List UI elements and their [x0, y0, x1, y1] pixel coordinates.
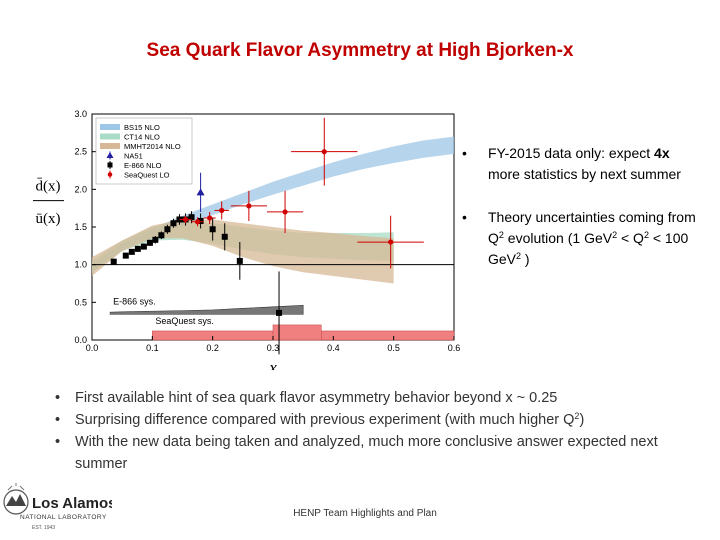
legend-label: E-866 NLO	[124, 161, 162, 170]
seaquest-lo-point	[207, 215, 213, 221]
seaquest-lo-point	[194, 219, 201, 225]
legend-label: MMHT2014 NLO	[124, 142, 181, 151]
bottom-bullet-1: • First available hint of sea quark flav…	[55, 387, 705, 409]
e-866-nlo-point	[164, 226, 171, 233]
seaquest-lo-point	[282, 209, 288, 215]
seaquest-lo-point	[246, 203, 252, 209]
band-mmht2014-nlo	[92, 219, 394, 284]
legend-label: NA51	[124, 152, 143, 161]
logo-wordmark: Los Alamos	[32, 495, 112, 512]
x-tick-label: 0.5	[387, 343, 400, 353]
right-bullet-2: • Theory uncertainties coming from Q2 ev…	[462, 209, 696, 267]
y-tick-label: 3.0	[74, 109, 87, 119]
e-866-nlo-point	[209, 226, 216, 233]
seaquest-lo-point	[219, 207, 225, 214]
seaquest-lo-point	[182, 216, 189, 223]
e-866-nlo-point	[170, 220, 177, 227]
x-tick-label: 0.3	[267, 343, 280, 353]
e-866-nlo-point	[140, 243, 147, 250]
e866-sys-label: E-866 sys.	[113, 297, 156, 307]
bullet-dot: •	[55, 434, 61, 450]
e-866-nlo-point	[134, 245, 141, 252]
e-866-nlo-point	[197, 217, 204, 224]
na51-point	[196, 188, 205, 196]
asymmetry-chart: E-866 sys. SeaQuest sys. 0.0 0.1 0.2 0.3 0.4 0.…	[33, 109, 460, 370]
e-866-nlo-point	[236, 257, 243, 264]
bottom-bullet-3: • With the new data being taken and anal…	[55, 431, 705, 475]
y-tick-label: 1.0	[74, 260, 87, 270]
bullet-dot: •	[462, 209, 467, 225]
slide-footer: HENP Team Highlights and Plan	[293, 508, 437, 519]
slide-title: Sea Quark Flavor Asymmetry at High Bjork…	[146, 40, 574, 61]
bullet-dot: •	[55, 412, 61, 428]
e-866-nlo-point	[221, 233, 228, 240]
legend-label: BS15 NLO	[124, 123, 160, 132]
e866-sys-band	[109, 305, 304, 315]
los-alamos-logo: Los Alamos NATIONAL LABORATORY EST. 1943	[3, 483, 112, 531]
y-tick-label: 1.5	[74, 222, 87, 232]
legend-swatch	[107, 172, 113, 177]
e-866-nlo-point	[122, 252, 129, 259]
e-866-nlo-point	[152, 236, 159, 243]
e-866-nlo-point	[128, 248, 135, 255]
legend-swatch	[107, 162, 113, 168]
e-866-nlo-point	[146, 239, 153, 246]
y-tick-label: 0.0	[74, 335, 87, 345]
y-tick-label: 2.0	[74, 184, 87, 194]
seaquest-lo-point	[321, 149, 327, 155]
legend-swatch	[100, 143, 120, 149]
y-tick-label: 2.5	[74, 147, 87, 157]
legend-label: SeaQuest LO	[124, 171, 170, 180]
legend-swatch	[100, 133, 120, 140]
logo-mark-icon	[3, 483, 29, 515]
e-866-nlo-point	[110, 258, 117, 265]
seaquest-sys-label: SeaQuest sys.	[155, 316, 214, 326]
y-axis-label-numerator: d̄(x)	[36, 178, 61, 194]
legend-swatch	[106, 152, 114, 158]
logo-subtitle: NATIONAL LABORATORY	[20, 514, 107, 521]
x-tick-label: 0.1	[146, 343, 159, 353]
bottom-bullet-2: • Surprising difference compared with pr…	[55, 409, 705, 431]
x-tick-label: 0.6	[448, 343, 460, 353]
y-axis-label-denominator: ū(x)	[36, 211, 61, 227]
logo-established: EST. 1943	[32, 525, 55, 531]
right-bullet-1: • FY-2015 data only: expect 4x more stat…	[462, 145, 681, 182]
right-bullet-list: • FY-2015 data only: expect 4x more stat…	[462, 143, 702, 292]
e-866-nlo-point	[158, 232, 165, 239]
x-axis-label: x	[268, 358, 277, 370]
bullet-dot: •	[55, 390, 61, 406]
seaquest-sys-bar	[272, 324, 322, 341]
legend-label: CT14 NLO	[124, 133, 160, 142]
e-866-nlo-point	[188, 214, 195, 221]
bullet-dot: •	[462, 145, 467, 161]
bottom-bullet-list: • First available hint of sea quark flav…	[55, 387, 705, 475]
seaquest-lo-point	[388, 239, 394, 245]
y-tick-label: 0.5	[74, 297, 87, 307]
band-bs15-nlo	[92, 136, 454, 273]
x-tick-label: 0.0	[86, 343, 99, 353]
x-tick-label: 0.4	[327, 343, 340, 353]
x-tick-label: 0.2	[206, 343, 219, 353]
e-866-nlo-point	[276, 309, 283, 316]
legend-swatch	[100, 124, 120, 130]
